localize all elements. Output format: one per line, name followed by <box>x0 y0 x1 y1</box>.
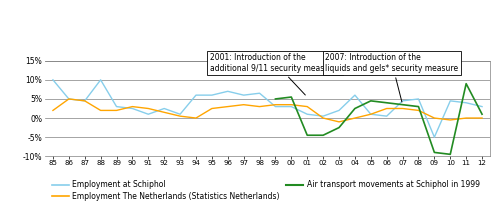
Text: 2001: Introduction of the
additional 9/11 security measures: 2001: Introduction of the additional 9/1… <box>210 53 340 95</box>
Text: 2007: Introduction of the
liquids and gels* security measure: 2007: Introduction of the liquids and ge… <box>326 53 458 102</box>
Legend: Employment at Schiphol, Employment The Netherlands (Statistics Netherlands), Air: Employment at Schiphol, Employment The N… <box>49 177 483 204</box>
